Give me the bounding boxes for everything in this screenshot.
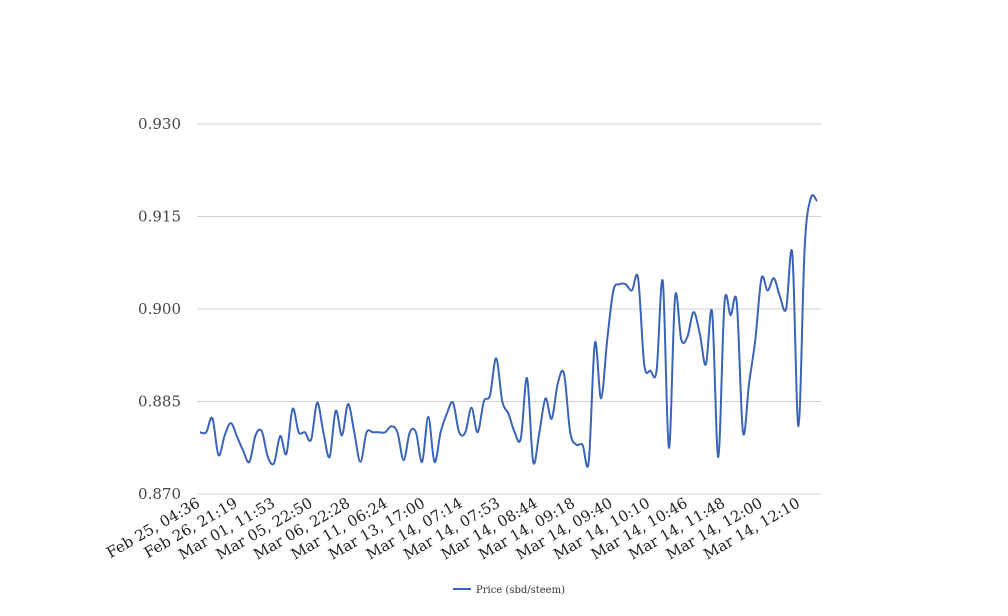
y-tick-label: 0.915 bbox=[138, 208, 181, 226]
y-tick-label: 0.900 bbox=[138, 300, 181, 318]
y-tick-label: 0.885 bbox=[138, 393, 181, 411]
y-tick-label: 0.870 bbox=[138, 485, 181, 503]
y-axis-ticks: 0.870 0.885 0.900 0.915 0.930 bbox=[138, 115, 181, 503]
gridlines bbox=[197, 123, 821, 495]
y-tick-label: 0.930 bbox=[138, 115, 181, 133]
series-line bbox=[199, 194, 818, 468]
legend-label: Price (sbd/steem) bbox=[476, 585, 565, 596]
series-layer bbox=[199, 194, 818, 468]
legend: Price (sbd/steem) bbox=[453, 585, 565, 596]
